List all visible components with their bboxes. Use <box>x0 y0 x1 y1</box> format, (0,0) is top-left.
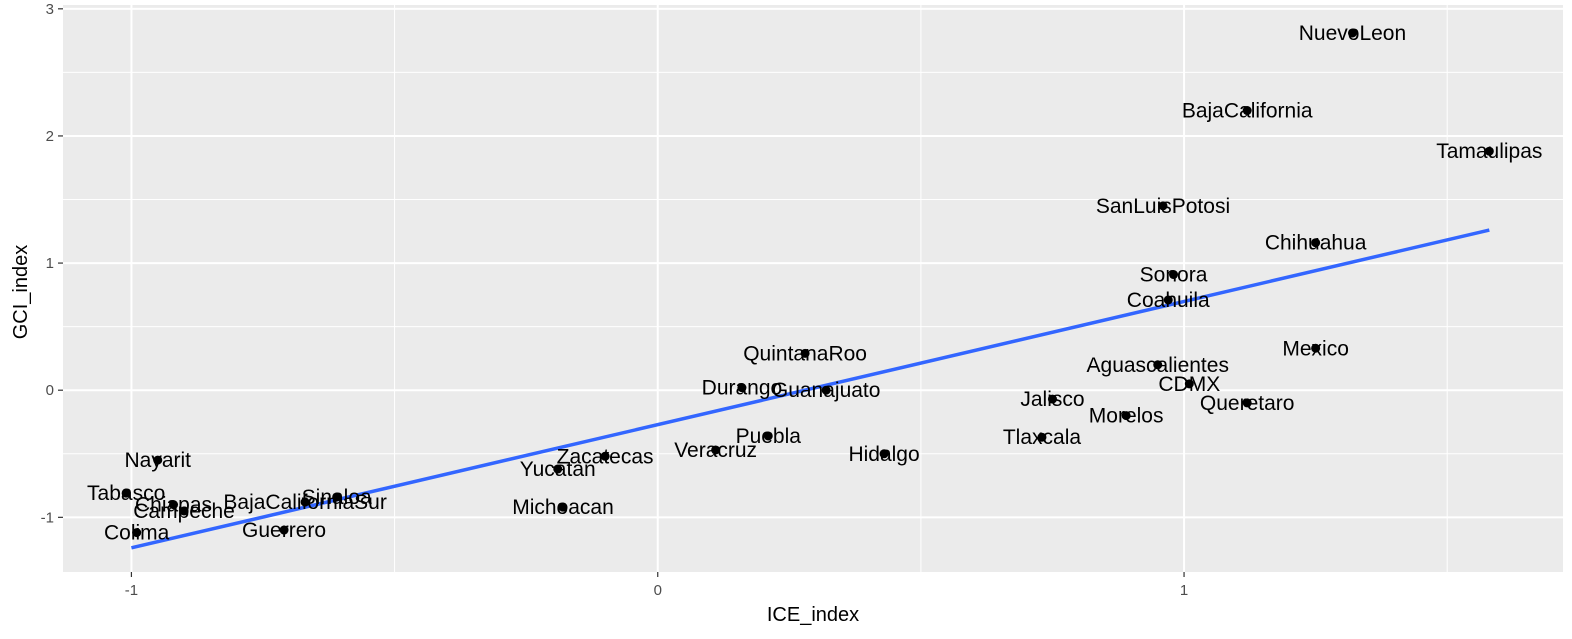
data-point <box>1047 394 1057 404</box>
y-tick-label: -1 <box>41 509 54 526</box>
data-point <box>1347 28 1357 38</box>
data-point-label: Puebla <box>736 425 802 448</box>
data-point-label: Campeche <box>133 500 235 523</box>
data-point-label: BajaCalifornia <box>1182 100 1313 123</box>
y-tick-label: 0 <box>46 382 54 399</box>
data-point-label: Veracruz <box>674 439 757 462</box>
data-point <box>1242 106 1252 116</box>
axis-ticks <box>58 8 1185 577</box>
data-point-label: Tlaxcala <box>1003 426 1082 449</box>
data-point <box>332 492 342 502</box>
data-point <box>132 528 142 538</box>
data-point-label: Aguascalientes <box>1087 354 1229 377</box>
data-point <box>821 385 831 395</box>
data-point-label: Sinaloa <box>302 486 372 509</box>
data-point <box>1311 343 1321 353</box>
data-point <box>600 451 610 461</box>
data-point-label: Durango <box>702 377 783 400</box>
minor-gridlines <box>63 5 1563 572</box>
data-point-label: Jalisco <box>1020 388 1084 411</box>
data-point <box>1153 360 1163 370</box>
data-point <box>1163 295 1173 305</box>
data-point <box>121 488 131 498</box>
data-point <box>763 431 773 441</box>
tick-labels: -1 0 1 -1 0 1 2 3 <box>41 1 1189 599</box>
data-point-label: Hidalgo <box>848 443 919 466</box>
data-point-label: Nayarit <box>124 449 191 472</box>
point-labels: NuevoLeon BajaCalifornia Tamaulipas SanLuis… <box>87 22 1542 545</box>
data-point <box>879 449 889 459</box>
y-tick-label: 1 <box>46 255 54 272</box>
data-point-label: Zacatecas <box>557 445 654 468</box>
x-tick-label: -1 <box>125 582 138 599</box>
trend-line <box>131 228 1490 550</box>
data-point-label: BajaCaliforniaSur <box>223 491 386 514</box>
data-point <box>1184 379 1194 389</box>
data-points <box>121 28 1494 538</box>
data-point-label: Guanajuato <box>772 379 881 402</box>
x-axis-title: ICE_index <box>767 604 859 626</box>
y-tick-label: 2 <box>46 128 54 145</box>
data-point-label: QuintanaRoo <box>743 342 867 365</box>
data-point-label: Chihuahua <box>1265 232 1367 255</box>
data-point-label: Colima <box>104 522 170 545</box>
data-point <box>1037 432 1047 442</box>
data-point <box>1121 411 1131 421</box>
data-point <box>737 383 747 393</box>
data-point <box>300 497 310 507</box>
data-point <box>1311 238 1321 248</box>
major-gridlines <box>63 5 1563 572</box>
data-point-label: CDMX <box>1158 373 1220 396</box>
data-point-label: Tamaulipas <box>1436 140 1542 163</box>
data-point <box>711 445 721 455</box>
data-point-label: Morelos <box>1089 405 1164 428</box>
data-point <box>1158 201 1168 211</box>
data-point-label: SanLuisPotosi <box>1096 195 1230 218</box>
data-point-label: Yucatan <box>520 458 596 481</box>
data-point-label: Sonora <box>1140 264 1208 287</box>
data-point-label: Tabasco <box>87 482 165 505</box>
x-tick-label: 0 <box>654 582 662 599</box>
data-point <box>279 525 289 535</box>
plot-panel <box>63 5 1563 572</box>
data-point-label: Coahuila <box>1127 289 1210 312</box>
data-point <box>1484 146 1494 156</box>
data-point-label: Queretaro <box>1200 392 1295 415</box>
trend-line-group <box>131 228 1490 550</box>
data-point-label: NuevoLeon <box>1299 22 1406 45</box>
y-tick-label: 3 <box>46 1 54 18</box>
data-point <box>179 506 189 516</box>
y-axis-title: GCI_index <box>10 245 32 340</box>
data-point <box>1169 270 1179 280</box>
data-point-label: Guerrero <box>242 519 326 542</box>
data-point <box>800 348 810 358</box>
data-point-label: Michoacan <box>512 496 614 519</box>
data-point <box>1242 398 1252 408</box>
data-point <box>153 455 163 465</box>
x-tick-label: 1 <box>1180 582 1188 599</box>
data-point <box>558 502 568 512</box>
data-point-label: Mexico <box>1282 337 1349 360</box>
data-point <box>553 464 563 474</box>
data-point-label: Chiapas <box>135 494 212 517</box>
data-point <box>169 500 179 510</box>
